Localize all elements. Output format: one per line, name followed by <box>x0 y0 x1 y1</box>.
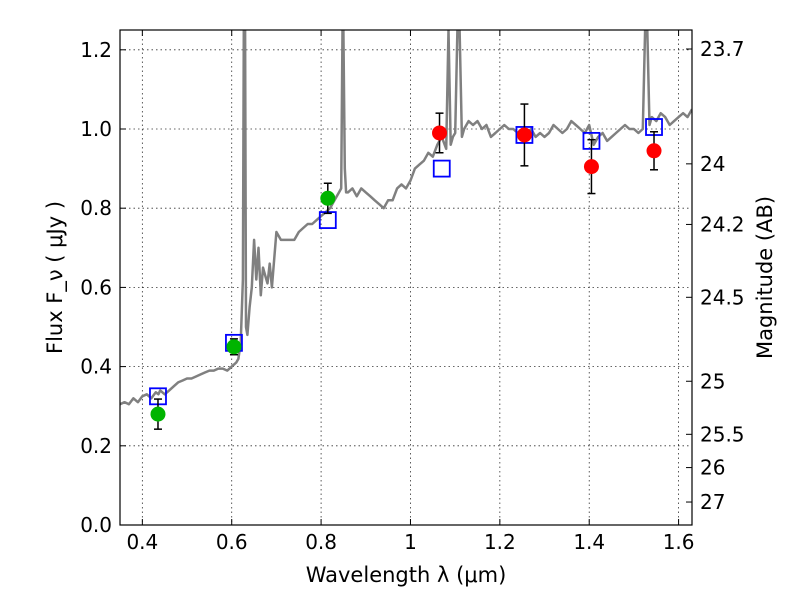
spectrum-layer <box>120 30 692 406</box>
optical-data-point <box>226 339 242 355</box>
y2-tick-label: 24.2 <box>700 212 745 236</box>
nir-data-point <box>646 143 662 159</box>
y2-tick-label: 24 <box>700 152 725 176</box>
x-tick-label: 1 <box>404 530 417 554</box>
y-tick-label: 0.6 <box>80 275 112 299</box>
y-tick-label: 0.2 <box>80 434 112 458</box>
y2-axis-title: Magnitude (AB) <box>753 196 777 359</box>
y2-tick-label: 25.5 <box>700 422 745 446</box>
y2-tick-label: 26 <box>700 456 725 480</box>
y-tick-label: 1.0 <box>80 117 112 141</box>
y-tick-label: 1.2 <box>80 38 112 62</box>
grid-lines <box>120 30 692 526</box>
x-tick-label: 0.4 <box>126 530 158 554</box>
plot-frame <box>119 29 693 526</box>
y-tick-label: 0.8 <box>80 196 112 220</box>
y-axis-title: Flux F_ν ( μJy ) <box>43 201 68 354</box>
y2-tick-label: 27 <box>700 490 725 514</box>
y-tick-label: 0.4 <box>80 355 112 379</box>
spectrum-line <box>120 30 692 406</box>
y2-tick-label: 23.7 <box>700 37 745 61</box>
markers-layer <box>149 103 663 430</box>
nir-data-point <box>583 159 599 175</box>
y2-tick-label: 25 <box>700 369 725 393</box>
optical-data-point <box>150 406 166 422</box>
x-tick-label: 0.6 <box>216 530 248 554</box>
nir-data-point <box>516 127 532 143</box>
x-tick-label: 1.4 <box>573 530 605 554</box>
y-tick-label: 0.0 <box>80 513 112 537</box>
y2-tick-label: 24.5 <box>700 285 745 309</box>
nir-data-point <box>432 125 448 141</box>
x-tick-label: 1.2 <box>484 530 516 554</box>
x-axis-title: Wavelength λ (μm) <box>306 563 507 587</box>
axis-ticks: 0.4 0.6 0.8 1 1.2 1.4 1.6 0.0 0.2 0.4 0.6 0.8 1.0 1.2… <box>80 30 745 554</box>
x-tick-label: 0.8 <box>305 530 337 554</box>
optical-data-point <box>320 190 336 206</box>
x-tick-label: 1.6 <box>663 530 695 554</box>
model-photometry-square <box>432 159 451 178</box>
